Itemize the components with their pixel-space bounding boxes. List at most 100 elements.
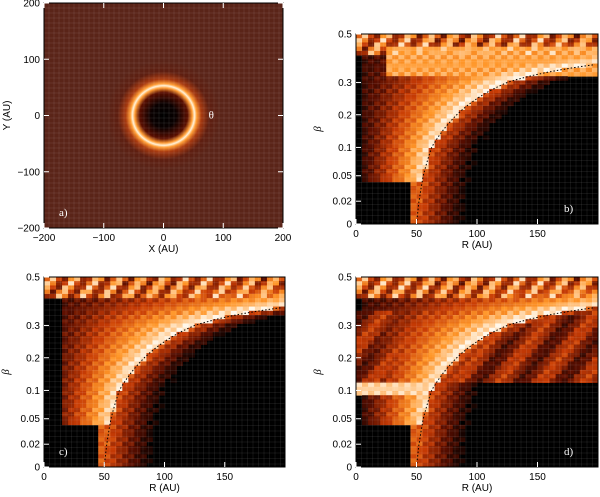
heatmap-cell [230,315,238,320]
heatmap-cell [440,306,448,312]
heatmap-cell [116,285,123,291]
heatmap-cell [380,118,387,124]
heatmap-cell [110,340,117,345]
y-tick-label: 0.3 [338,321,352,332]
heatmap-cell [416,277,423,282]
heatmap-cell [446,211,454,216]
heatmap-cell [44,289,51,295]
heatmap-cell [434,156,442,162]
heatmap-cell [452,59,460,64]
heatmap-cell [458,42,466,48]
heatmap-cell [470,76,478,81]
y-tick-label: 0.1 [338,143,352,154]
heatmap-cell [537,34,544,39]
heatmap-cell [452,76,460,81]
heatmap-cell [591,38,599,43]
heatmap-cell [74,357,81,362]
heatmap-cell [278,302,286,307]
heatmap-cell [278,281,286,286]
heatmap-cell [507,344,514,350]
heatmap-cell [410,211,417,216]
heatmap-cell [507,293,514,299]
heatmap-cell [188,336,196,341]
heatmap-cell [440,63,448,69]
heatmap-cell [188,315,196,320]
heatmap-cell [531,348,538,354]
heatmap-cell [543,59,550,64]
heatmap-cell [410,348,417,354]
heatmap-cell [585,357,593,362]
y-tick-label: 0 [34,111,40,122]
heatmap-cell [260,289,268,295]
heatmap-cell [561,34,569,39]
heatmap-cell [410,429,417,434]
heatmap-cell [422,42,429,48]
heatmap-cell [458,416,466,421]
heatmap-cell [434,38,442,43]
heatmap-cell [134,412,141,417]
heatmap-cell [470,357,478,362]
heatmap-cell [440,327,448,333]
heatmap-cell [446,302,454,307]
dotted-curve [103,307,283,468]
heatmap-cell [146,306,153,312]
heatmap-cell [452,67,460,73]
heatmap-cell [242,293,250,299]
heatmap-cell [236,289,244,295]
heatmap-cell [104,369,111,375]
heatmap-cell [446,80,454,86]
heatmap-cell [206,277,214,282]
heatmap-cell [122,361,129,367]
heatmap-cell [92,391,99,396]
heatmap-cell [62,348,69,354]
heatmap-cell [561,55,569,60]
heatmap-cell [134,302,141,307]
heatmap-cell [86,306,93,312]
heatmap-cell [470,281,478,286]
heatmap-cell [501,46,508,52]
heatmap-cell [591,277,599,282]
heatmap-cell [386,407,393,413]
heatmap-cell [164,277,171,282]
heatmap-cell [555,63,563,69]
heatmap-cell [104,441,111,447]
heatmap-cell [368,281,375,286]
heatmap-cell [248,302,256,307]
heatmap-cell [74,412,81,417]
heatmap-cell [440,420,448,426]
heatmap-cell [176,323,183,329]
heatmap-cell [410,143,417,149]
heatmap-cell [128,412,135,417]
heatmap-cell [585,323,593,329]
heatmap-cell [446,395,454,400]
heatmap-cell [477,374,484,379]
heatmap-cell [531,369,538,375]
heatmap-cell [452,454,460,459]
heatmap-cell [392,46,399,52]
heatmap-cell [104,391,111,396]
heatmap-cell [98,462,105,468]
heatmap-cell [452,437,460,443]
heatmap-cell [92,361,99,367]
heatmap-cell [452,211,460,216]
heatmap-cell [230,293,238,299]
heatmap-cell [470,353,478,358]
heatmap-cell [62,407,69,413]
y-tick-label: 0.3 [338,78,352,89]
heatmap-cell [212,281,220,286]
heatmap-cell [549,315,557,320]
heatmap-cell [458,118,466,124]
heatmap-cell [495,315,502,320]
heatmap-cell [110,403,117,409]
heatmap-cell [440,135,448,140]
heatmap-cell [362,160,369,166]
heatmap-cell [188,289,196,295]
heatmap-cell [116,315,123,320]
heatmap-cell [122,344,129,350]
heatmap-cell [368,391,375,396]
heatmap-cell [374,80,381,86]
heatmap-cell [146,340,153,345]
heatmap-cell [489,285,496,291]
heatmap-cell [507,319,514,324]
heatmap-cell [380,122,387,128]
